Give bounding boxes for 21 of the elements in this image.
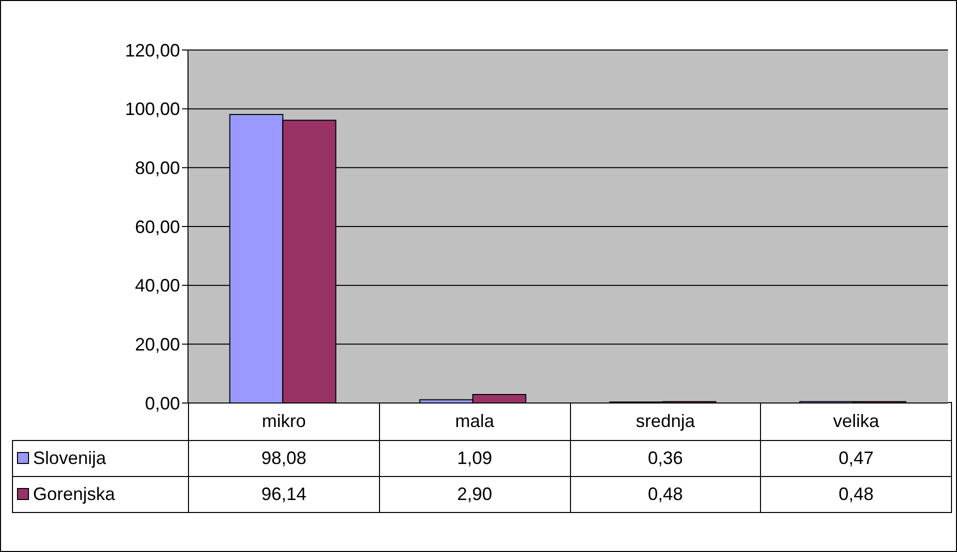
data-label: 96,14 [188,476,380,512]
y-tick-label: 60,00 [134,216,180,237]
y-tick-label: 0,00 [144,393,180,414]
data-label: 2,90 [379,476,570,512]
x-tick-label: srednja [570,402,761,440]
x-tick-label: mala [379,402,570,440]
y-tick-label: 20,00 [134,334,180,355]
y-tick-label: 80,00 [134,158,180,178]
data-label: 1,09 [379,440,570,476]
data-label: 98,08 [188,440,380,476]
x-tick-label: velika [760,402,952,440]
y-tick-label: 120,00 [124,40,180,60]
data-label: 0,48 [570,476,761,512]
y-tick-label: 100,00 [124,99,180,120]
data-label: 0,47 [760,440,952,476]
y-tick-label: 40,00 [134,276,180,296]
legend-label: Slovenija [12,440,188,476]
data-label: 0,36 [570,440,761,476]
x-tick-label: mikro [188,402,380,440]
data-label: 0,48 [760,476,952,512]
legend-label: Gorenjska [12,476,188,512]
